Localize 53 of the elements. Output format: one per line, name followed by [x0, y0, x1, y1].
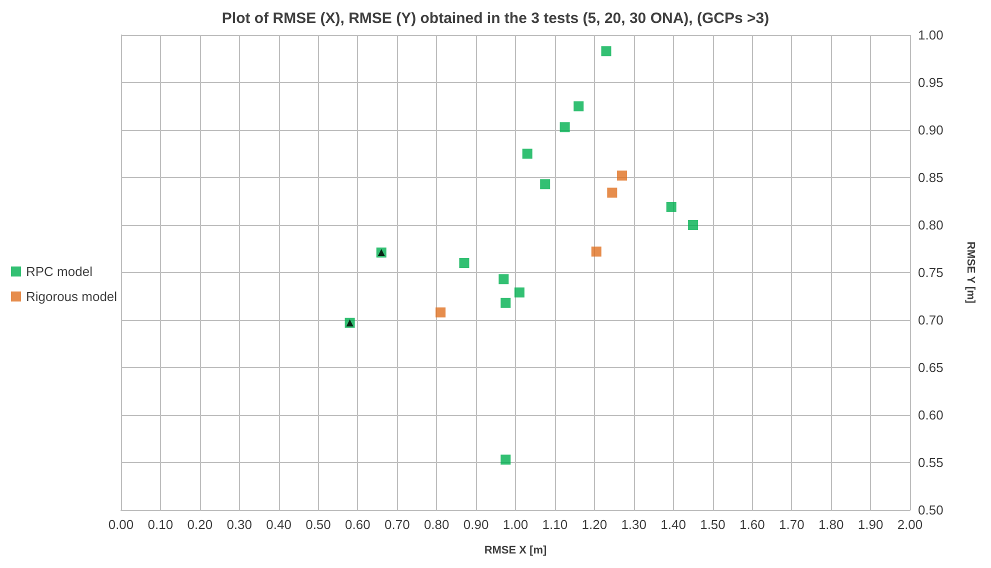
point — [500, 298, 511, 308]
point — [522, 148, 532, 159]
legend-label: Rigorous model — [26, 289, 118, 304]
x-tick-label: 0.30 — [226, 517, 252, 532]
point — [607, 188, 618, 198]
x-tick-label: 0.70 — [384, 517, 410, 532]
x-tick-label: 1.90 — [858, 517, 884, 532]
y-tick-label: 0.95 — [918, 75, 944, 90]
x-tick-label: 0.40 — [266, 517, 292, 532]
x-tick-label: 1.00 — [502, 517, 528, 532]
point — [500, 454, 511, 465]
x-tick-label: 0.90 — [463, 517, 489, 532]
y-tick-label: 0.55 — [918, 455, 944, 470]
point — [498, 274, 509, 284]
x-tick-label: 1.20 — [582, 517, 608, 532]
x-tick-label: 0.50 — [306, 517, 331, 532]
chart-title: Plot of RMSE (X), RMSE (Y) obtained in the 3 tests (5, 20, 30 ONA), (GCPs >3) — [222, 10, 770, 27]
y-tick-label: 0.80 — [918, 218, 944, 232]
point — [617, 170, 628, 181]
point — [514, 287, 524, 298]
point — [436, 307, 446, 318]
y-tick-label: 0.50 — [918, 502, 944, 518]
x-tick-label: 0.20 — [187, 517, 213, 532]
y-tick-label: 1.00 — [918, 28, 944, 42]
x-tick-label: 0.10 — [148, 517, 174, 532]
x-tick-label: 1.60 — [740, 517, 765, 532]
point — [459, 258, 470, 268]
x-tick-label: 1.10 — [542, 517, 568, 532]
x-tick-label: 0.60 — [345, 517, 370, 532]
x-tick-label: 1.70 — [778, 517, 804, 532]
y-tick-label: 0.70 — [918, 312, 944, 328]
y-tick-label: 0.85 — [918, 170, 944, 185]
point — [601, 46, 612, 56]
x-tick-label: 0.00 — [108, 517, 134, 532]
y-tick-label: 0.75 — [918, 265, 944, 280]
y-axis-title: RMSE Y [m] — [964, 242, 976, 304]
x-axis-title: RMSE X [m] — [484, 544, 547, 556]
legend-label: RPC model — [26, 264, 93, 279]
point — [574, 101, 584, 112]
x-tick-label: 0.80 — [424, 517, 450, 532]
x-tick-label: 1.80 — [818, 517, 844, 532]
x-tick-label: 1.30 — [621, 517, 647, 532]
point — [688, 220, 698, 230]
x-tick-label: 1.50 — [700, 517, 726, 532]
y-tick-label: 0.65 — [918, 360, 944, 375]
point — [666, 202, 676, 212]
x-tick-label: 1.40 — [660, 517, 686, 532]
point — [560, 122, 570, 132]
y-tick-label: 0.60 — [918, 408, 944, 422]
y-tick-label: 0.90 — [918, 122, 944, 138]
x-tick-label: 2.00 — [897, 517, 923, 532]
point — [591, 246, 602, 257]
point — [540, 179, 550, 190]
